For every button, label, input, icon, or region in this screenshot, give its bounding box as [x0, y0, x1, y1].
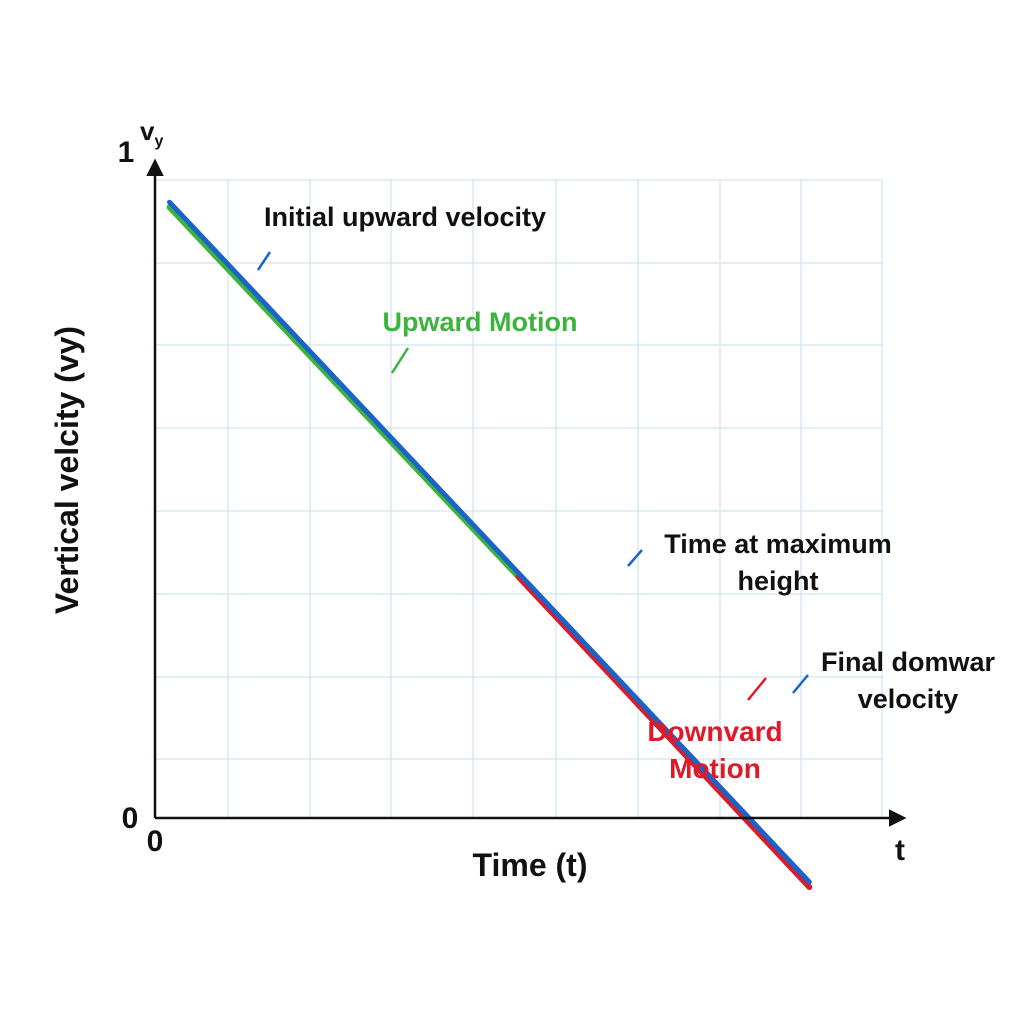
y-axis-end-label-main: v — [140, 116, 155, 146]
y-axis-title: Vertical velcity (vy) — [49, 326, 85, 614]
leader-downward-motion — [747, 677, 767, 701]
annotation-final-velocity: Final domwar velocity — [821, 647, 996, 714]
y-origin-label: 0 — [122, 802, 139, 835]
axis-labels: Time (t) Vertical velcity (vy) t vy 1 0 … — [49, 116, 905, 883]
annotation-upward-motion: Upward Motion — [383, 307, 578, 337]
annotation-initial-velocity-line-0: Initial upward velocity — [264, 202, 546, 232]
annotations: Initial upward velocity Upward Motion Time… — [256, 202, 996, 784]
annotation-max-height-line-1: height — [738, 566, 819, 596]
annotation-initial-velocity: Initial upward velocity — [264, 202, 546, 232]
y-axis-end-label: vy — [140, 116, 163, 150]
series-lines — [166, 199, 813, 890]
series-velocity-line — [167, 199, 812, 885]
annotation-final-velocity-line-0: Final domwar — [821, 647, 996, 677]
annotation-downward-motion: Downvard Motion — [647, 716, 782, 784]
leader-upward-motion — [390, 347, 410, 374]
x-axis-end-label: t — [895, 834, 905, 867]
annotation-max-height: Time at maximum height — [664, 529, 892, 596]
x-origin-label: 0 — [147, 825, 164, 858]
annotation-final-velocity-line-1: velocity — [858, 684, 959, 714]
annotation-upward-motion-line-0: Upward Motion — [383, 307, 578, 337]
grid — [155, 179, 883, 818]
leader-max-height — [627, 549, 643, 567]
leader-final-velocity — [792, 674, 809, 694]
y-top-label: 1 — [118, 136, 135, 169]
axes — [146, 158, 907, 827]
leader-initial-velocity — [256, 251, 272, 271]
series-upward-motion — [166, 204, 522, 580]
x-axis-title: Time (t) — [473, 847, 588, 883]
y-axis-end-label-sub: y — [154, 133, 163, 150]
annotation-max-height-line-0: Time at maximum — [664, 529, 892, 559]
annotation-downward-motion-line-1: Motion — [669, 753, 761, 784]
series-downward-motion — [515, 573, 813, 890]
annotation-downward-motion-line-0: Downvard — [647, 716, 782, 747]
